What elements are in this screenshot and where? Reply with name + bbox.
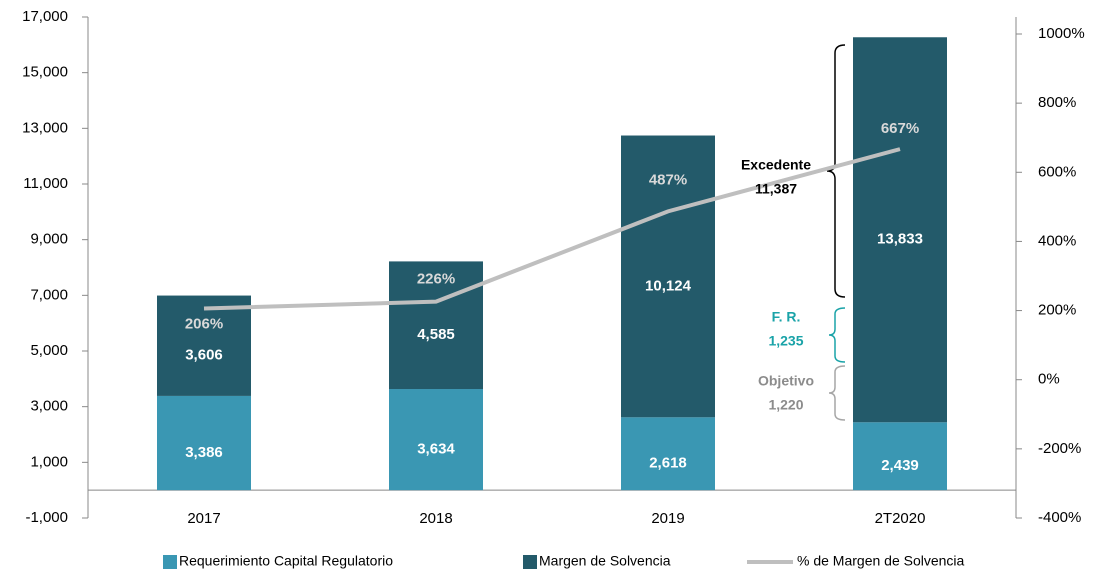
y2-tick-label: 1000% — [1038, 25, 1085, 42]
y2-tick-label: 200% — [1038, 302, 1076, 319]
y-tick-label: 7,000 — [30, 286, 68, 303]
bar-segment — [157, 295, 251, 396]
x-tick-label: 2018 — [419, 510, 452, 527]
legend-swatch — [523, 555, 537, 569]
brace-fr — [828, 307, 846, 363]
bar-label: 3,386 — [185, 444, 223, 461]
bar-label: 3,606 — [185, 347, 223, 364]
bar-segment — [853, 422, 947, 491]
legend-label: Requerimiento Capital Regulatorio — [179, 553, 393, 569]
y-tick-label: 17,000 — [22, 8, 68, 25]
y-tick-label: 3,000 — [30, 398, 68, 415]
line-label: 667% — [881, 120, 919, 137]
y2-tick-label: 0% — [1038, 371, 1060, 388]
x-tick-label: 2017 — [187, 510, 220, 527]
annotation-text: 11,387 — [755, 181, 797, 197]
x-tick-label: 2T2020 — [875, 510, 926, 527]
legend-label: Margen de Solvencia — [539, 553, 671, 569]
line-label: 487% — [649, 171, 687, 188]
annotation-text: 1,220 — [768, 397, 803, 413]
legend-swatch — [163, 555, 177, 569]
bar-label: 13,833 — [877, 231, 923, 248]
legend-label: % de Margen de Solvencia — [797, 553, 965, 569]
bar-segment — [389, 261, 483, 390]
brace-excedente — [826, 44, 846, 298]
y2-tick-label: 400% — [1038, 232, 1076, 249]
y-tick-label: 13,000 — [22, 119, 68, 136]
bar-label: 3,634 — [417, 441, 455, 458]
y2-tick-label: -400% — [1038, 509, 1081, 526]
brace-objetivo — [828, 365, 846, 421]
bar-label: 2,439 — [881, 457, 919, 474]
bar-segment — [853, 37, 947, 423]
line-label: 226% — [417, 271, 455, 288]
bar-segment — [157, 395, 251, 491]
line-label: 206% — [185, 315, 223, 332]
annotation-text: 1,235 — [768, 333, 803, 349]
y-tick-label: 15,000 — [22, 64, 68, 81]
bar-label: 10,124 — [645, 277, 692, 294]
y-tick-label: 5,000 — [30, 342, 68, 359]
annotation-title: Objetivo — [758, 373, 814, 389]
bar-label: 4,585 — [417, 326, 455, 343]
y2-tick-label: 600% — [1038, 163, 1076, 180]
y-tick-label: 11,000 — [23, 175, 68, 192]
y-tick-label: -1,000 — [25, 509, 68, 526]
annotation-title: Excedente — [741, 157, 811, 173]
line — [203, 147, 901, 311]
y2-tick-label: -200% — [1038, 440, 1081, 457]
y-tick-label: 9,000 — [30, 231, 68, 248]
bar-segment — [389, 389, 483, 491]
y2-tick-label: 800% — [1038, 94, 1076, 111]
x-tick-label: 2019 — [651, 510, 684, 527]
bar-segment — [621, 135, 715, 418]
annotation-title: F. R. — [772, 309, 801, 325]
bar-label: 2,618 — [649, 455, 687, 472]
y-tick-label: 1,000 — [30, 453, 68, 470]
bar-segment — [621, 417, 715, 491]
